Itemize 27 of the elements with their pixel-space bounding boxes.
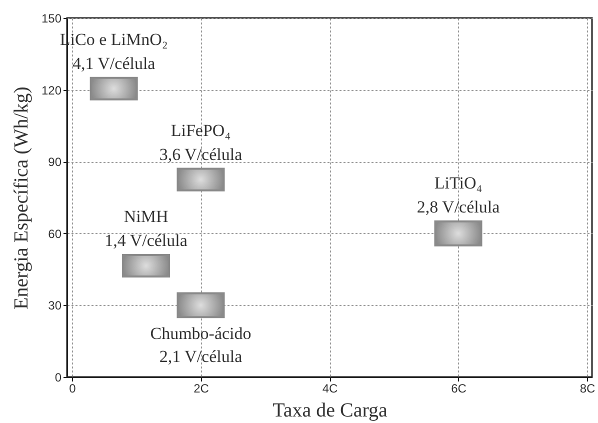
bar [176,292,225,318]
x-tick-label: 8C [580,382,596,396]
y-tick-label: 60 [48,226,62,241]
bar [122,254,170,278]
x-tick-label: 0 [69,382,76,396]
y-tick-label: 150 [41,12,62,26]
annotation: 1,4 V/célula [104,230,188,250]
annotation: NiMH [124,206,168,226]
x-axis-title: Taxa de Carga [272,400,388,422]
y-tick-label: 90 [48,155,62,170]
y-axis-title: Energia Específica (Wh/kg) [10,86,32,310]
x-tick-label: 4C [322,382,338,396]
bar [176,168,225,192]
annotation: 2,8 V/célula [416,197,500,216]
y-tick-label: 30 [48,298,62,313]
bar [434,220,482,246]
y-tick-label: 120 [41,83,62,98]
x-tick-label: 6C [451,382,467,396]
annotation: LiFePO₄ [170,120,231,140]
annotation: 4,1 V/célula [72,54,156,73]
y-tick-label: 0 [54,370,62,384]
x-tick-label: 2C [194,382,210,396]
annotation: 3,6 V/célula [159,144,243,164]
annotation: 2,1 V/célula [159,347,243,366]
bar [90,76,138,100]
annotation: LiTiO₄ [434,173,482,192]
annotation: Chumbo-ácido [150,324,252,344]
